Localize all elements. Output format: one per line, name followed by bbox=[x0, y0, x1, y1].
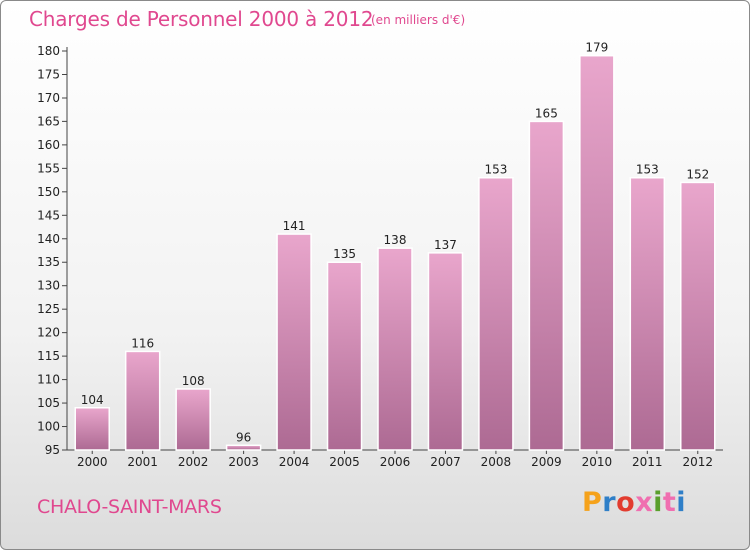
bar-2010 bbox=[579, 54, 615, 451]
x-tick-label: 2005 bbox=[329, 455, 360, 469]
bar-2005 bbox=[326, 261, 363, 451]
y-tick-label: 155 bbox=[37, 161, 60, 175]
y-tick-label: 110 bbox=[37, 373, 60, 387]
bar-2011 bbox=[629, 176, 666, 451]
bar-2003 bbox=[225, 444, 262, 451]
x-tick-label: 2003 bbox=[228, 455, 259, 469]
bar-2007 bbox=[427, 252, 464, 451]
y-tick-label: 120 bbox=[37, 326, 60, 340]
data-label-2006: 138 bbox=[384, 233, 407, 247]
data-label-2001: 116 bbox=[131, 336, 154, 350]
x-tick-label: 2009 bbox=[531, 455, 562, 469]
x-tick-label: 2008 bbox=[481, 455, 512, 469]
bars-group: 104 116 108 96 141 135 138 137 153 165 179 153 152 bbox=[74, 41, 716, 451]
proxiti-logo: Proxiti bbox=[582, 487, 686, 518]
y-axis: 95 100 105 110 115 120 125 130 135 140 145 150 155 16… bbox=[37, 44, 68, 457]
y-tick-label: 105 bbox=[37, 396, 60, 410]
y-tick-label: 100 bbox=[37, 420, 60, 434]
data-label-2002: 108 bbox=[182, 374, 205, 388]
y-tick-label: 145 bbox=[37, 208, 60, 222]
data-label-2011: 153 bbox=[636, 163, 659, 177]
chart-subtitle: (en milliers d'€) bbox=[371, 13, 466, 27]
logo-letter: P bbox=[582, 487, 603, 518]
y-tick-label: 160 bbox=[37, 138, 60, 152]
commune-name: CHALO-SAINT-MARS bbox=[37, 496, 222, 518]
x-tick-label: 2000 bbox=[77, 455, 108, 469]
data-label-2009: 165 bbox=[535, 106, 558, 120]
y-tick-label: 170 bbox=[37, 91, 60, 105]
y-tick-label: 130 bbox=[37, 279, 60, 293]
logo-letter: i bbox=[653, 487, 663, 518]
bar-2001 bbox=[124, 350, 161, 451]
x-tick-label: 2012 bbox=[682, 455, 713, 469]
data-label-2007: 137 bbox=[434, 238, 457, 252]
x-tick-label: 2010 bbox=[582, 455, 613, 469]
data-label-2004: 141 bbox=[283, 219, 306, 233]
logo-letter: t bbox=[662, 487, 677, 518]
logo-letter: r bbox=[602, 487, 617, 518]
bar-2008 bbox=[478, 176, 514, 451]
y-tick-label: 140 bbox=[37, 232, 60, 246]
y-tick-label: 125 bbox=[37, 302, 60, 316]
data-label-2000: 104 bbox=[81, 393, 104, 407]
chart-title: Charges de Personnel 2000 à 2012 bbox=[29, 7, 374, 31]
bar-2012 bbox=[680, 181, 716, 451]
bar-2006 bbox=[377, 247, 413, 451]
logo-letter: i bbox=[676, 487, 687, 518]
y-tick-label: 165 bbox=[37, 114, 60, 128]
x-axis: 2000 2001 2002 2003 2004 2005 2006 2007 2008 2009… bbox=[67, 449, 723, 469]
y-tick-label: 115 bbox=[37, 349, 60, 363]
data-label-2010: 179 bbox=[585, 41, 608, 55]
y-tick-label: 135 bbox=[37, 255, 60, 269]
data-label-2005: 135 bbox=[333, 247, 356, 261]
bar-2004 bbox=[276, 233, 312, 451]
y-tick-label: 150 bbox=[37, 185, 60, 199]
bar-2002 bbox=[175, 388, 211, 451]
x-tick-label: 2007 bbox=[430, 455, 461, 469]
x-tick-label: 2002 bbox=[178, 455, 209, 469]
x-tick-label: 2006 bbox=[380, 455, 411, 469]
logo-letter: x bbox=[635, 487, 654, 518]
x-tick-label: 2001 bbox=[127, 455, 158, 469]
data-label-2012: 152 bbox=[686, 167, 709, 181]
x-tick-label: 2004 bbox=[279, 455, 310, 469]
data-label-2008: 153 bbox=[484, 163, 507, 177]
logo-letter: o bbox=[616, 487, 636, 518]
y-tick-label: 175 bbox=[37, 67, 60, 81]
data-label-2003: 96 bbox=[236, 430, 251, 444]
bar-2000 bbox=[74, 407, 110, 451]
bar-2009 bbox=[528, 120, 565, 451]
y-tick-label: 180 bbox=[37, 44, 60, 58]
x-tick-label: 2011 bbox=[632, 455, 663, 469]
y-tick-label: 95 bbox=[45, 443, 60, 457]
